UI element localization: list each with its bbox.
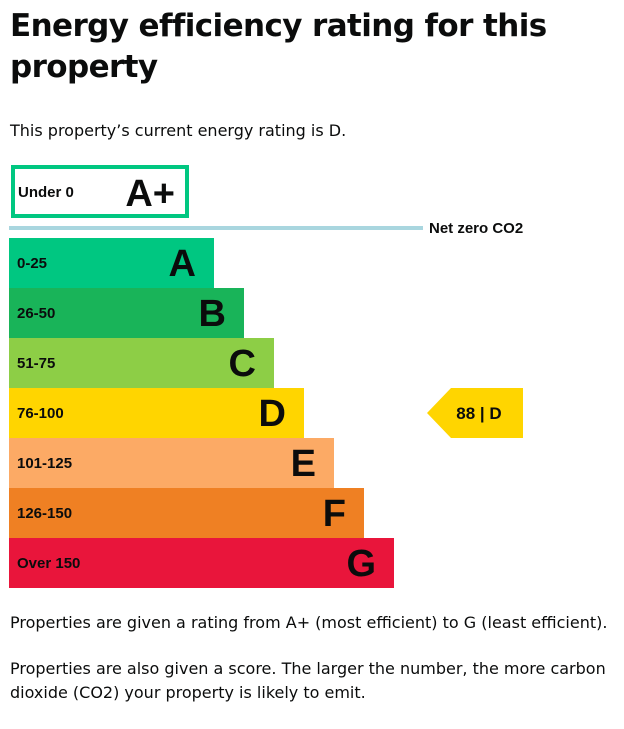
band-a-plus-letter: A+ [125,173,175,215]
band-b-bar [9,288,244,338]
energy-rating-chart: Under 0 A+ Net zero CO2 0-25 A 26-50 B 51-75 C 76… [0,160,624,600]
band-e-bar [9,438,334,488]
band-d-letter: D [259,393,286,435]
band-d-bar [9,388,304,438]
current-rating-label: 88 | D [456,404,501,423]
band-e-letter: E [291,443,316,485]
page-title: Energy efficiency rating for this proper… [10,8,547,85]
band-b-letter: B [199,293,226,335]
current-rating-text: This property’s current energy rating is… [10,121,347,140]
band-a-plus-bar [11,165,189,218]
band-d-range: 76-100 [17,405,64,422]
band-f-range: 126-150 [17,505,72,522]
energy-rating-chart-svg: Under 0 A+ Net zero CO2 0-25 A 26-50 B 51-75 C 76… [9,165,523,588]
band-c-bar [9,338,274,388]
band-a-range: 0-25 [17,255,47,272]
band-a-plus-range: Under 0 [18,184,74,201]
band-a-bar [9,238,214,288]
score-explanation: Properties are also given a score. The l… [10,659,606,702]
current-rating-marker [427,388,523,438]
rating-explanation: Properties are given a rating from A+ (m… [10,613,608,632]
band-c-letter: C [229,343,256,385]
band-g-range: Over 150 [17,555,80,572]
band-a-letter: A [169,243,196,285]
band-b-range: 26-50 [17,305,55,322]
band-f-bar [9,488,364,538]
band-e-range: 101-125 [17,455,72,472]
band-g-bar [9,538,394,588]
band-f-letter: F [323,493,346,535]
net-zero-label: Net zero CO2 [429,220,523,237]
band-g-letter: G [346,543,376,585]
band-c-range: 51-75 [17,355,55,372]
